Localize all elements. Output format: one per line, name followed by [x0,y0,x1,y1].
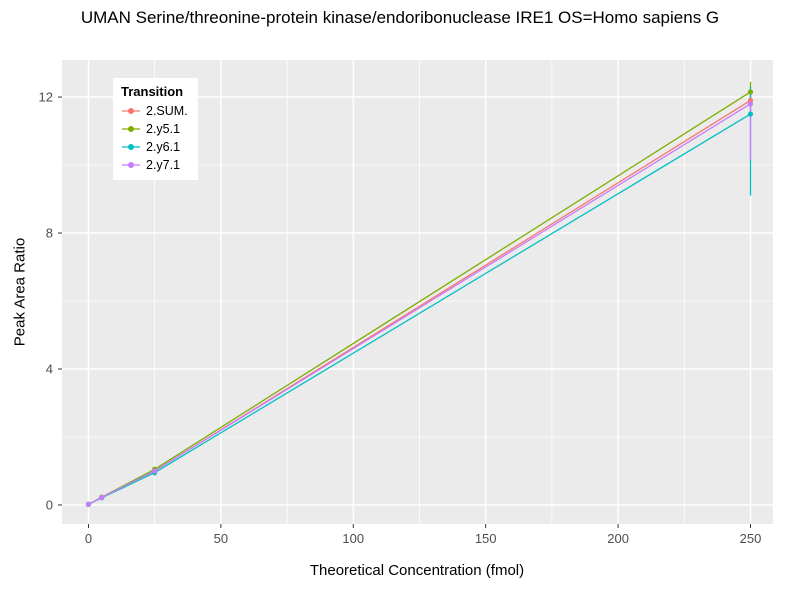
y-tick-label: 4 [46,361,53,376]
legend-title: Transition [121,84,184,99]
x-tick-label: 200 [607,531,629,546]
legend-item-label: 2.y7.1 [146,158,181,172]
data-point-2.y7.1 [99,494,105,501]
legend-item: 2.y7.1 [121,156,188,174]
data-point-2.y7.1 [152,468,158,474]
legend-key-line-point-icon [122,144,140,150]
legend-key-line-point-icon [122,162,140,168]
y-tick-label: 8 [46,226,53,241]
data-point-2.y5.1 [747,89,754,95]
series-line-2.y7.1 [88,103,751,505]
y-axis-title: Peak Area Ratio [11,237,29,347]
legend-item: 2.y6.1 [121,138,188,156]
legend-item: 2.y5.1 [121,120,188,138]
legend-item-label: 2.y5.1 [146,122,181,136]
legend-item-label: 2.SUM. [146,104,188,118]
legend-item: 2.SUM. [121,102,188,120]
x-tick-label: 150 [475,531,497,546]
legend-item-label: 2.y6.1 [146,140,181,154]
x-tick-label: 50 [214,531,228,546]
data-point-2.y7.1 [747,101,754,107]
x-tick-label: 0 [85,531,92,546]
x-tick-label: 250 [740,531,762,546]
chart-title: UMAN Serine/threonine-protein kinase/end… [80,8,720,27]
x-tick-label: 100 [342,531,364,546]
data-point-2.y6.1 [747,111,754,117]
legend-key-line-point-icon [122,108,140,114]
x-axis-title: Theoretical Concentration (fmol) [309,562,525,579]
y-tick-label: 0 [46,497,53,512]
data-point-2.y7.1 [85,501,92,507]
y-tick-label: 12 [39,90,53,105]
legend-key-line-point-icon [122,126,140,132]
legend: Transition 2.SUM. 2.y5.1 2.y6.1 2.y7.1 [113,78,198,180]
